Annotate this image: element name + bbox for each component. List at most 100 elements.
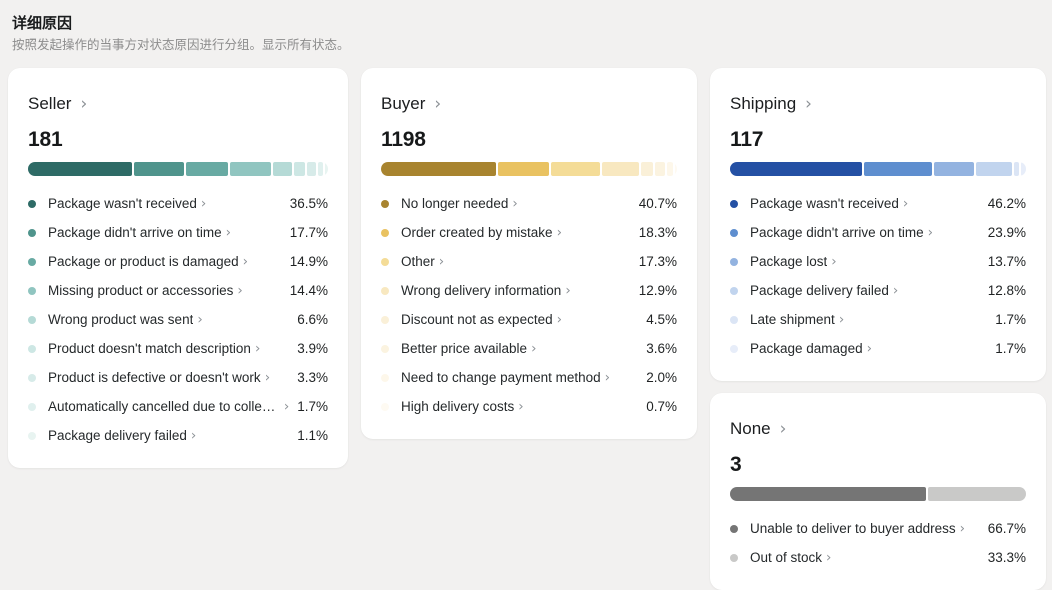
bar-segment	[975, 162, 1013, 176]
reason-row[interactable]: Package delivery failed › 1.1%	[28, 421, 328, 450]
reason-label: Product doesn't match description	[48, 340, 251, 356]
reason-row[interactable]: Package wasn't received › 36.5%	[28, 189, 328, 218]
reason-row[interactable]: Package didn't arrive on time › 17.7%	[28, 218, 328, 247]
reason-row[interactable]: Out of stock › 33.3%	[730, 543, 1026, 572]
reason-row[interactable]: Discount not as expected › 4.5%	[381, 305, 677, 334]
bar-segment	[324, 162, 328, 176]
reason-color-dot	[28, 315, 36, 324]
reason-row[interactable]: Other › 17.3%	[381, 247, 677, 276]
reason-color-dot	[730, 315, 738, 324]
reason-value: 3.3%	[297, 370, 328, 385]
reason-row[interactable]: Wrong delivery information › 12.9%	[381, 276, 677, 305]
card-title-link[interactable]: Shipping ›	[730, 93, 1026, 114]
reason-label: Package lost	[750, 253, 828, 269]
reason-row[interactable]: Missing product or accessories › 14.4%	[28, 276, 328, 305]
reason-label: Missing product or accessories	[48, 282, 234, 298]
reason-row[interactable]: Need to change payment method › 2.0%	[381, 363, 677, 392]
reason-color-dot	[28, 286, 36, 295]
cards-grid: Seller › 181 Package wasn't received › 3…	[8, 68, 1046, 590]
chevron-right-icon: ›	[254, 340, 261, 357]
card-title-link[interactable]: Seller ›	[28, 93, 328, 114]
chevron-right-icon: ›	[604, 369, 611, 386]
reason-label: Need to change payment method	[401, 369, 601, 385]
reason-row[interactable]: Package wasn't received › 46.2%	[730, 189, 1026, 218]
bar-segment	[667, 162, 674, 176]
reason-row[interactable]: Better price available › 3.6%	[381, 334, 677, 363]
bar-segment	[381, 162, 496, 176]
bar-segment	[864, 162, 933, 176]
card-title: None	[730, 419, 771, 438]
reason-color-dot	[381, 344, 389, 353]
reason-row[interactable]: Product is defective or doesn't work › 3…	[28, 363, 328, 392]
chevron-right-icon: ›	[264, 369, 271, 386]
reason-label: Wrong product was sent	[48, 311, 194, 327]
reason-value: 18.3%	[638, 225, 677, 240]
reason-label: Order created by mistake	[401, 224, 553, 240]
reason-value: 46.2%	[987, 196, 1026, 211]
reason-label: Package or product is damaged	[48, 253, 239, 269]
reason-value: 14.9%	[289, 254, 328, 269]
reason-value: 12.8%	[987, 283, 1026, 298]
reason-label: Out of stock	[750, 549, 823, 565]
reason-label: Package didn't arrive on time	[750, 224, 924, 240]
reason-row[interactable]: Package delivery failed › 12.8%	[730, 276, 1026, 305]
reason-list: Package wasn't received › 36.5% Package …	[28, 189, 328, 450]
card-title-link[interactable]: None ›	[730, 418, 1026, 439]
reason-row[interactable]: Automatically cancelled due to collec… ›…	[28, 392, 328, 421]
reason-row[interactable]: Unable to deliver to buyer address › 66.…	[730, 514, 1026, 543]
reason-row[interactable]: High delivery costs › 0.7%	[381, 392, 677, 421]
reason-row[interactable]: Package or product is damaged › 14.9%	[28, 247, 328, 276]
reason-list: No longer needed › 40.7% Order created b…	[381, 189, 677, 421]
reason-row[interactable]: Late shipment › 1.7%	[730, 305, 1026, 334]
card-count: 3	[730, 453, 742, 476]
reason-color-dot	[28, 199, 36, 208]
card-title: Shipping	[730, 94, 797, 113]
reason-value: 14.4%	[289, 283, 328, 298]
chevron-right-icon: ›	[225, 224, 232, 241]
stacked-bar	[730, 162, 1026, 176]
chevron-right-icon: ›	[927, 224, 934, 241]
bar-segment	[602, 162, 639, 176]
reason-row[interactable]: No longer needed › 40.7%	[381, 189, 677, 218]
reason-row[interactable]: Package didn't arrive on time › 23.9%	[730, 218, 1026, 247]
reason-label: Automatically cancelled due to collec…	[48, 398, 280, 414]
reason-row[interactable]: Wrong product was sent › 6.6%	[28, 305, 328, 334]
panel-subtitle: 按照发起操作的当事方对状态原因进行分组。显示所有状态。	[12, 38, 350, 52]
reason-color-dot	[730, 524, 738, 533]
chevron-right-icon: ›	[556, 311, 562, 328]
reason-card: Buyer › 1198 No longer needed › 40.7% Or…	[361, 68, 697, 439]
bar-segment	[551, 162, 601, 176]
stacked-bar	[730, 487, 1026, 501]
reason-list: Unable to deliver to buyer address › 66.…	[730, 514, 1026, 572]
reason-value: 36.5%	[289, 196, 328, 211]
reason-value: 13.7%	[987, 254, 1026, 269]
bar-segment	[28, 162, 132, 176]
reason-row[interactable]: Product doesn't match description › 3.9%	[28, 334, 328, 363]
card-title: Buyer	[381, 94, 426, 113]
bar-segment	[293, 162, 305, 176]
reason-color-dot	[28, 228, 36, 237]
stacked-bar	[381, 162, 677, 176]
reason-row[interactable]: Package lost › 13.7%	[730, 247, 1026, 276]
reason-label: Product is defective or doesn't work	[48, 369, 261, 385]
reason-value: 23.9%	[987, 225, 1026, 240]
reason-value: 2.0%	[646, 370, 677, 385]
reason-color-dot	[730, 228, 738, 237]
reason-label: No longer needed	[401, 195, 509, 211]
chevron-right-icon: ›	[434, 94, 442, 114]
chevron-right-icon: ›	[438, 253, 445, 270]
reason-row[interactable]: Order created by mistake › 18.3%	[381, 218, 677, 247]
chevron-right-icon: ›	[866, 340, 872, 357]
chevron-right-icon: ›	[242, 253, 249, 270]
card-title-link[interactable]: Buyer ›	[381, 93, 677, 114]
bar-segment	[640, 162, 654, 176]
chevron-right-icon: ›	[831, 253, 837, 270]
bar-segment	[306, 162, 317, 176]
chevron-right-icon: ›	[200, 195, 207, 212]
reason-row[interactable]: Package damaged › 1.7%	[730, 334, 1026, 363]
reason-color-dot	[381, 286, 389, 295]
reason-color-dot	[730, 286, 738, 295]
reason-label: Discount not as expected	[401, 311, 553, 327]
column-buyer: Buyer › 1198 No longer needed › 40.7% Or…	[361, 68, 697, 439]
